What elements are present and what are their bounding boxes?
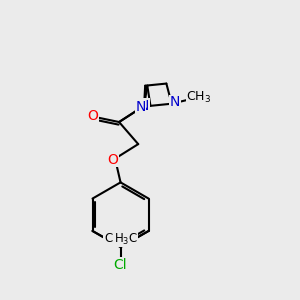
Text: H$_3$C: H$_3$C xyxy=(114,232,138,247)
Text: O: O xyxy=(87,109,98,123)
Text: O: O xyxy=(107,153,118,167)
Text: N: N xyxy=(139,99,149,113)
Text: CH$_3$: CH$_3$ xyxy=(103,232,127,247)
Text: Cl: Cl xyxy=(114,258,128,272)
Text: N: N xyxy=(135,100,146,114)
Text: N: N xyxy=(170,95,180,109)
Text: CH$_3$: CH$_3$ xyxy=(186,90,211,105)
